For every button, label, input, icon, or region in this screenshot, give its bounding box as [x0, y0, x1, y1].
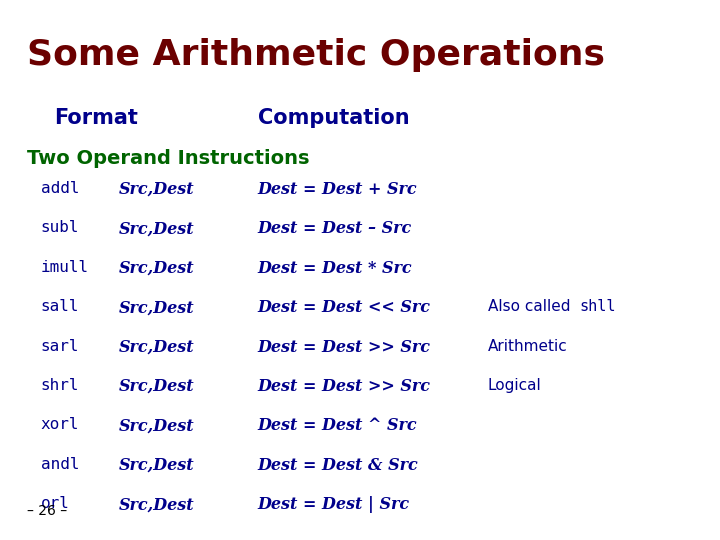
Text: Src,Dest: Src,Dest	[119, 299, 194, 316]
Text: andl: andl	[40, 457, 79, 472]
Text: Src,Dest: Src,Dest	[119, 260, 194, 276]
Text: Dest = Dest – Src: Dest = Dest – Src	[258, 220, 412, 237]
Text: Src,Dest: Src,Dest	[119, 457, 194, 474]
Text: Logical: Logical	[488, 378, 541, 393]
Text: xorl: xorl	[40, 417, 79, 433]
Text: sarl: sarl	[40, 339, 79, 354]
Text: Also called: Also called	[488, 299, 575, 314]
Text: Dest = Dest ^ Src: Dest = Dest ^ Src	[258, 417, 417, 434]
Text: Dest = Dest << Src: Dest = Dest << Src	[258, 299, 431, 316]
Text: Dest = Dest * Src: Dest = Dest * Src	[258, 260, 412, 276]
Text: – 26 –: – 26 –	[27, 504, 67, 518]
Text: Dest = Dest & Src: Dest = Dest & Src	[258, 457, 418, 474]
Text: Arithmetic: Arithmetic	[488, 339, 567, 354]
Text: Src,Dest: Src,Dest	[119, 496, 194, 513]
Text: Src,Dest: Src,Dest	[119, 417, 194, 434]
Text: Dest = Dest >> Src: Dest = Dest >> Src	[258, 339, 431, 355]
Text: addl: addl	[40, 181, 79, 196]
Text: Src,Dest: Src,Dest	[119, 339, 194, 355]
Text: Src,Dest: Src,Dest	[119, 220, 194, 237]
Text: Src,Dest: Src,Dest	[119, 181, 194, 198]
Text: shll: shll	[580, 299, 616, 314]
Text: Dest = Dest >> Src: Dest = Dest >> Src	[258, 378, 431, 395]
Text: Computation: Computation	[258, 108, 409, 128]
Text: Dest = Dest | Src: Dest = Dest | Src	[258, 496, 410, 513]
Text: imull: imull	[40, 260, 89, 275]
Text: subl: subl	[40, 220, 79, 235]
Text: Dest = Dest + Src: Dest = Dest + Src	[258, 181, 417, 198]
Text: Some Arithmetic Operations: Some Arithmetic Operations	[27, 38, 605, 72]
Text: orl: orl	[40, 496, 70, 511]
Text: Two Operand Instructions: Two Operand Instructions	[27, 148, 310, 167]
Text: Format: Format	[54, 108, 138, 128]
Text: Src,Dest: Src,Dest	[119, 378, 194, 395]
Text: sall: sall	[40, 299, 79, 314]
Text: shrl: shrl	[40, 378, 79, 393]
